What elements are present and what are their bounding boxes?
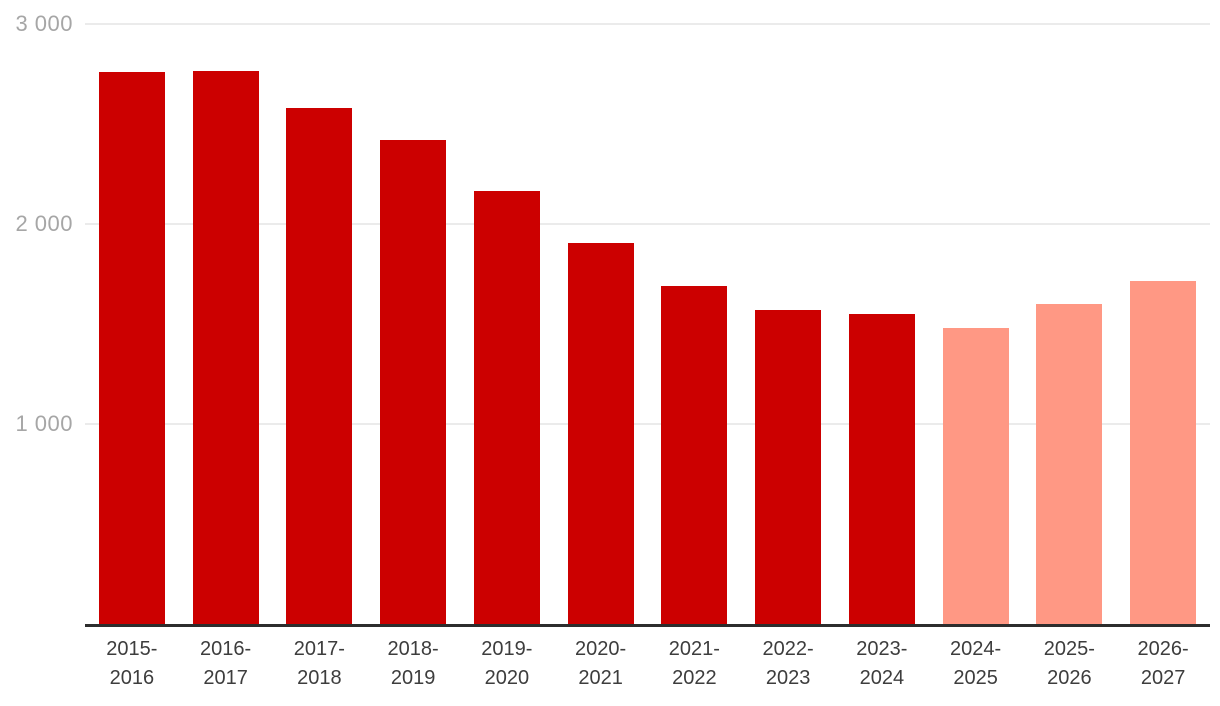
bar-2018-2019[interactable] [380,140,447,624]
x-tick-label-line: 2021- [668,638,720,660]
x-tick-label: 2017- 2018 [273,635,367,693]
x-tick-label-line: 2021 [578,667,623,689]
bar-slot [366,24,460,624]
bar-slot [554,24,648,624]
x-axis: 2015- 2016 2016- 2017 2017- 2018 2018- 2019 2019… [85,635,1210,693]
x-tick-label-line: 2019 [390,667,436,689]
bar-slot [1023,24,1117,624]
x-tick-label-line: 2024- [950,638,1002,660]
bar-2023-2024[interactable] [848,314,915,624]
bar-2026-2027[interactable] [1130,281,1197,624]
plot-area [85,23,1210,627]
x-tick-label-line: 2025- [1043,638,1095,660]
x-tick-label-line: 2016- [200,638,252,660]
bar-2020-2021[interactable] [567,243,634,624]
bar-2015-2016[interactable] [98,72,165,624]
bar-2021-2022[interactable] [661,286,728,624]
x-tick-label-line: 2018- [387,638,439,660]
x-tick-label-line: 2023- [856,638,908,660]
bar-slot [179,24,273,624]
bar-slot [460,24,554,624]
bar-2024-2025[interactable] [942,328,1009,624]
bar-slot [273,24,367,624]
bar-slot [648,24,742,624]
y-tick-label: 1 000 [15,411,73,436]
x-tick-label-line: 2020 [484,667,530,689]
x-tick-label-line: 2017 [203,667,248,689]
bars [85,24,1210,624]
gridline [85,223,1210,225]
bar-slot [835,24,929,624]
bar-2016-2017[interactable] [192,71,259,624]
x-tick-label-line: 2020- [575,638,627,660]
x-tick-label: 2018- 2019 [366,635,460,693]
bar-2019-2020[interactable] [473,191,540,624]
x-tick-label: 2024- 2025 [929,635,1023,693]
x-tick-label-line: 2018 [297,667,342,689]
x-tick-label-line: 2024 [859,667,905,689]
x-tick-label-line: 2016 [109,667,155,689]
x-tick-label: 2015- 2016 [85,635,179,693]
x-tick-label: 2023- 2024 [835,635,929,693]
bar-2022-2023[interactable] [755,310,822,624]
y-axis: 1 000 2 000 3 000 [0,0,73,706]
x-tick-label-line: 2025 [953,667,998,689]
x-tick-label: 2020- 2021 [554,635,648,693]
x-tick-label-line: 2026 [1047,667,1092,689]
y-tick-label: 3 000 [15,11,73,36]
x-tick-label: 2021- 2022 [648,635,742,693]
x-tick-label-line: 2023 [765,667,811,689]
y-tick-label: 2 000 [15,211,73,236]
gridline [85,23,1210,25]
x-tick-label-line: 2015- [106,638,158,660]
bar-slot [85,24,179,624]
bar-2017-2018[interactable] [286,108,353,624]
bar-slot [1116,24,1210,624]
x-tick-label-line: 2022- [762,638,814,660]
x-tick-label: 2019- 2020 [460,635,554,693]
x-tick-label-line: 2026- [1137,638,1189,660]
x-tick-label-line: 2027 [1140,667,1186,689]
x-tick-label: 2016- 2017 [179,635,273,693]
x-tick-label-line: 2019- [481,638,533,660]
gridline [85,423,1210,425]
x-tick-label-line: 2017- [293,638,345,660]
bar-2025-2026[interactable] [1036,304,1103,624]
x-tick-label-line: 2022 [672,667,717,689]
x-tick-label: 2026- 2027 [1116,635,1210,693]
bar-slot [929,24,1023,624]
x-tick-label: 2022- 2023 [741,635,835,693]
bar-slot [741,24,835,624]
x-tick-label: 2025- 2026 [1023,635,1117,693]
